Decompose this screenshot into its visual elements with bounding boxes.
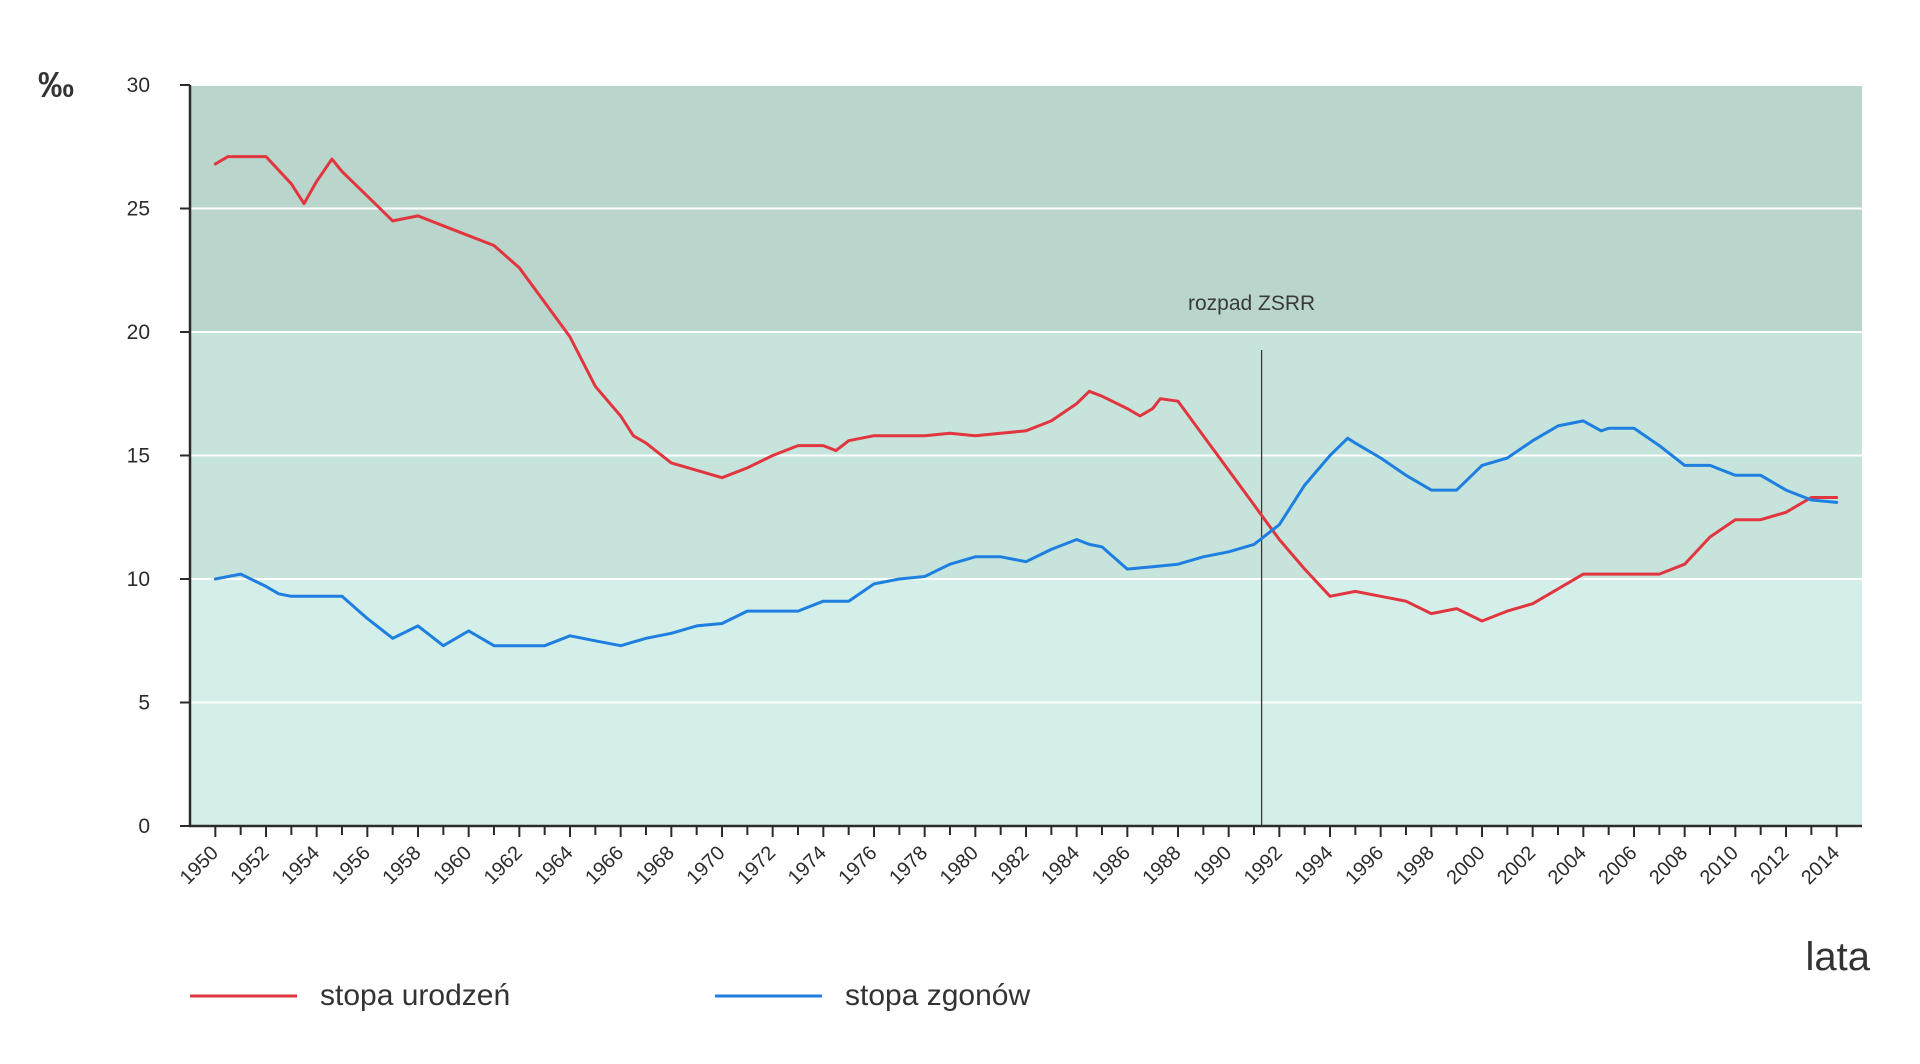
x-tick-label-1980: 1980 [936, 842, 983, 889]
x-tick-label-1962: 1962 [480, 842, 527, 889]
x-tick-label-1982: 1982 [987, 842, 1034, 889]
x-tick-label-2000: 2000 [1443, 842, 1490, 889]
x-tick-label-1960: 1960 [429, 842, 476, 889]
x-tick-label-1972: 1972 [733, 842, 780, 889]
y-tick-label-10: 10 [127, 568, 150, 591]
x-tick-label-2002: 2002 [1493, 842, 1540, 889]
x-tick-label-1976: 1976 [835, 842, 882, 889]
x-tick-label-1978: 1978 [885, 842, 932, 889]
x-tick-label-1970: 1970 [683, 842, 730, 889]
y-axis-ticks: 0 5 10 15 20 25 30 [127, 74, 190, 838]
x-tick-label-1994: 1994 [1291, 842, 1338, 889]
x-tick-label-1964: 1964 [531, 842, 578, 889]
x-tick-label-1988: 1988 [1139, 842, 1186, 889]
legend: stopa urodzeń stopa zgonów [190, 979, 1030, 1012]
y-axis-label: ‰ [38, 64, 74, 105]
x-tick-label-1990: 1990 [1189, 842, 1236, 889]
x-tick-label-2006: 2006 [1595, 842, 1642, 889]
y-tick-label-0: 0 [138, 815, 150, 838]
y-tick-label-20: 20 [127, 321, 150, 344]
legend-label-0: stopa urodzeń [320, 979, 510, 1012]
annotation-label: rozpad ZSRR [1188, 292, 1315, 315]
x-tick-label-1986: 1986 [1088, 842, 1135, 889]
x-tick-label-1996: 1996 [1341, 842, 1388, 889]
x-tick-label-1974: 1974 [784, 842, 831, 889]
x-tick-label-1968: 1968 [632, 842, 679, 889]
y-tick-label-5: 5 [138, 692, 150, 715]
y-tick-label-30: 30 [127, 74, 150, 97]
x-tick-label-2010: 2010 [1696, 842, 1743, 889]
x-tick-label-1966: 1966 [581, 842, 628, 889]
x-tick-label-2004: 2004 [1544, 842, 1591, 889]
x-tick-label-1950: 1950 [176, 842, 223, 889]
x-axis-label: lata [1806, 935, 1871, 979]
x-tick-label-1952: 1952 [227, 842, 274, 889]
legend-label-1: stopa zgonów [845, 979, 1030, 1012]
x-tick-label-1998: 1998 [1392, 842, 1439, 889]
x-tick-label-2008: 2008 [1645, 842, 1692, 889]
y-tick-label-25: 25 [127, 198, 150, 221]
x-tick-label-1958: 1958 [379, 842, 426, 889]
x-tick-label-2014: 2014 [1797, 842, 1844, 889]
x-tick-label-1984: 1984 [1037, 842, 1084, 889]
x-tick-label-2012: 2012 [1747, 842, 1794, 889]
x-tick-label-1954: 1954 [277, 842, 324, 889]
y-tick-label-15: 15 [127, 445, 150, 468]
x-tick-label-1956: 1956 [328, 842, 375, 889]
x-tick-label-1992: 1992 [1240, 842, 1287, 889]
